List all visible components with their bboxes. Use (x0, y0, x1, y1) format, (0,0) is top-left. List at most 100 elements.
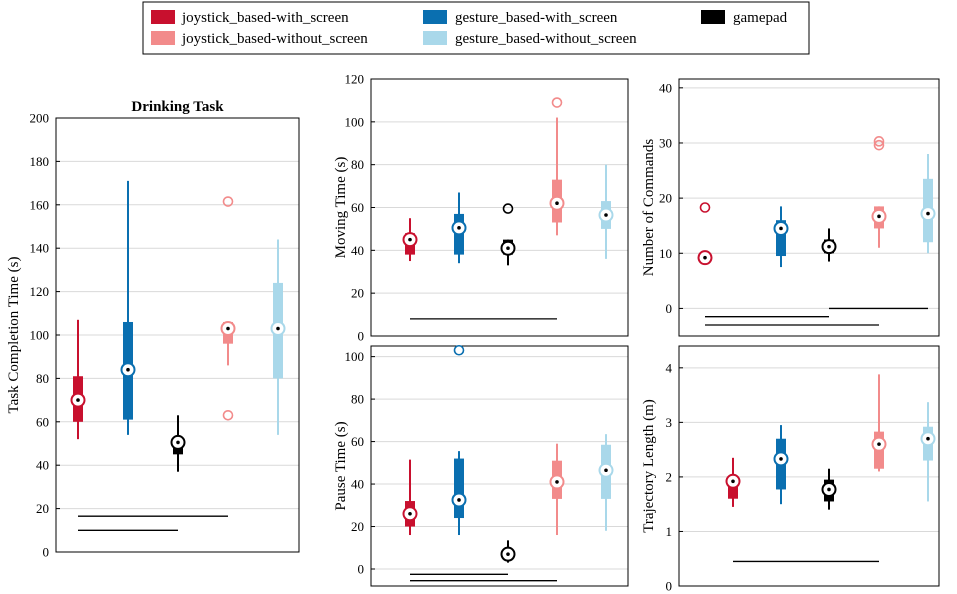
outlier-point (873, 136, 885, 147)
y-tick-label: 40 (659, 80, 672, 95)
median-dot (555, 480, 559, 484)
box-gamepad (500, 540, 516, 563)
median-dot (226, 326, 230, 331)
y-tick-label: 4 (666, 360, 673, 375)
y-tick-label: 200 (30, 111, 50, 126)
y-tick-label: 0 (666, 301, 673, 316)
legend-swatch-joystick-without-screen (151, 31, 175, 45)
y-axis-label: Number of Commands (641, 139, 657, 277)
box-joystick-based-without-screen (871, 136, 887, 248)
box-iqr (454, 458, 464, 519)
y-tick-label: 3 (666, 415, 673, 430)
chart-trajectory-length: 0 1 2 3 4 Trajectory Length (m) (641, 345, 940, 594)
y-tick-label: 40 (36, 458, 49, 473)
median-dot (827, 487, 831, 492)
outlier-point (222, 196, 234, 207)
box-gamepad (170, 415, 186, 472)
plot-frame (678, 345, 940, 587)
box-joystick-based-with-screen (725, 457, 741, 507)
box-joystick-based-without-screen (549, 443, 565, 536)
y-tick-label: 20 (36, 501, 49, 516)
y-tick-label: 80 (351, 157, 364, 172)
box-gesture-based-without-screen (598, 164, 614, 259)
legend-box (142, 1, 810, 55)
y-tick-label: 160 (30, 197, 50, 212)
median-dot (827, 244, 831, 249)
y-tick-label: 20 (351, 519, 364, 534)
box-gesture-based-without-screen (920, 154, 936, 254)
median-dot (926, 211, 930, 216)
outlier-point (502, 203, 514, 214)
outlier-point (699, 202, 711, 213)
y-axis-label: Task Completion Time (s) (6, 257, 22, 414)
median-dot (506, 552, 510, 556)
box-gamepad (821, 228, 837, 262)
box-joystick-based-without-screen (871, 374, 887, 472)
legend-swatch-gamepad (701, 10, 725, 24)
median-dot (408, 237, 412, 242)
median-dot (604, 468, 608, 473)
y-tick-label: 2 (666, 469, 673, 484)
box-gamepad (821, 468, 837, 510)
outlier-point (873, 139, 885, 151)
box-joystick-based-with-screen (402, 218, 418, 262)
median-dot (926, 436, 930, 441)
box-joystick-based-with-screen (402, 459, 418, 536)
legend-label-gesture-with-screen: gesture_based-with_screen (455, 10, 618, 26)
outlier-point (551, 97, 563, 108)
box-joystick-based-with-screen (70, 319, 86, 440)
median-dot (276, 326, 280, 331)
box-gesture-based-with-screen (773, 425, 789, 505)
median-dot (457, 226, 461, 230)
y-tick-label: 30 (659, 135, 672, 150)
legend-label-joystick-without-screen: joystick_based-without_screen (181, 31, 368, 47)
legend-label-gesture-without-screen: gesture_based-without_screen (455, 31, 637, 47)
y-axis-label: Trajectory Length (m) (641, 399, 657, 533)
y-tick-label: 0 (666, 579, 673, 594)
y-tick-label: 20 (351, 286, 364, 301)
y-tick-label: 0 (358, 329, 365, 344)
plot-frame (55, 117, 300, 553)
median-dot (779, 457, 783, 461)
median-dot (731, 479, 735, 484)
box-gesture-based-without-screen (920, 402, 936, 502)
box-joystick-based-without-screen (549, 97, 565, 236)
box-gesture-based-with-screen (451, 192, 467, 264)
box-gesture-based-without-screen (598, 434, 614, 531)
y-tick-label: 140 (30, 241, 50, 256)
median-dot (457, 498, 461, 502)
y-tick-label: 120 (345, 72, 365, 87)
median-dot (506, 246, 510, 250)
outlier-point (222, 409, 234, 421)
chart-pause-time: 0 20 40 60 80 100 Pause Time (s) (333, 344, 629, 587)
legend-label-joystick-with-screen: joystick_based-with_screen (181, 10, 349, 26)
legend-swatch-gesture-without-screen (423, 31, 447, 45)
box-iqr (776, 220, 786, 257)
legend-swatch-joystick-with-screen (151, 10, 175, 24)
y-tick-label: 0 (43, 545, 50, 560)
y-tick-label: 20 (659, 191, 672, 206)
box-gesture-based-with-screen (120, 180, 136, 435)
median-dot (76, 398, 80, 402)
median-dot (555, 201, 559, 206)
y-tick-label: 60 (351, 434, 364, 449)
median-dot (703, 255, 707, 260)
y-tick-label: 100 (30, 328, 50, 343)
legend-swatch-gesture-with-screen (423, 10, 447, 24)
y-tick-label: 1 (666, 524, 673, 539)
y-tick-label: 60 (36, 414, 49, 429)
median-dot (877, 442, 881, 446)
chart-title: Drinking Task (131, 99, 224, 115)
y-tick-label: 10 (659, 246, 672, 261)
box-joystick-based-without-screen (220, 196, 236, 421)
box-gesture-based-with-screen (773, 206, 789, 268)
outlier-point (453, 344, 465, 356)
y-tick-label: 80 (351, 392, 364, 407)
median-dot (126, 367, 130, 372)
plot-frame (370, 78, 629, 337)
median-dot (604, 213, 608, 217)
y-tick-label: 120 (30, 284, 50, 299)
plot-frame (370, 345, 629, 587)
box-joystick-based-with-screen (697, 202, 713, 266)
